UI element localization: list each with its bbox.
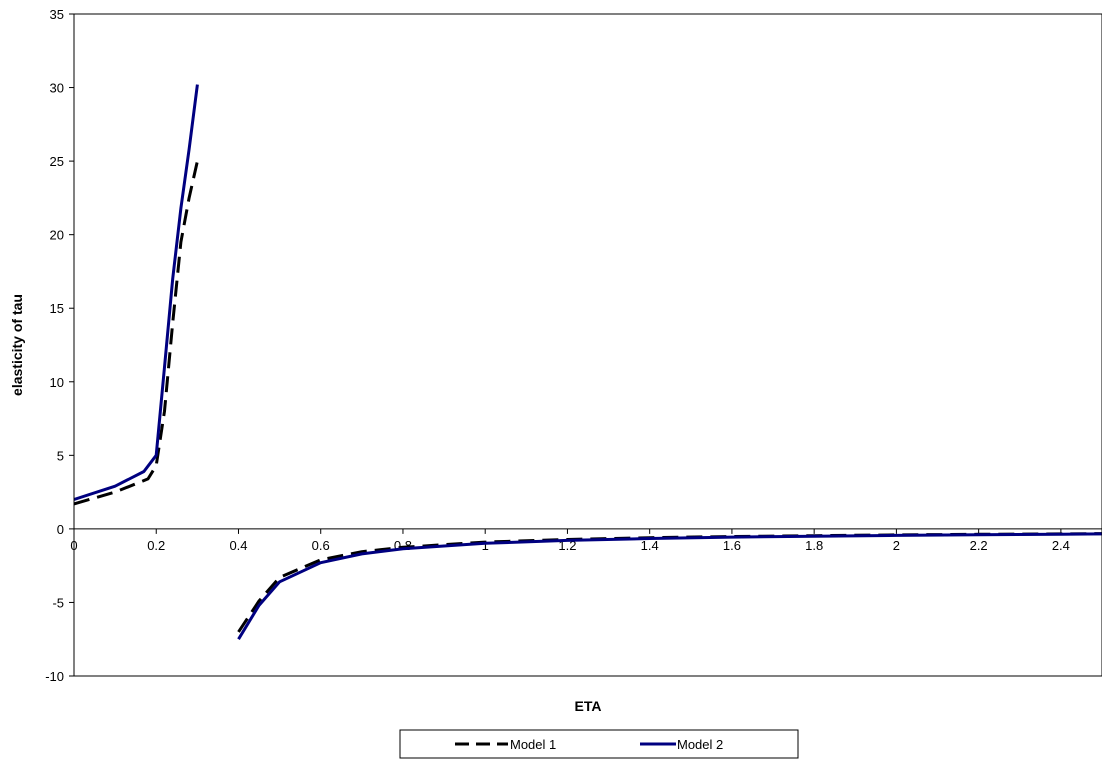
y-tick-label: -5 [52,595,64,610]
x-tick-label: 1.6 [723,538,741,553]
plot-border [73,13,1102,677]
x-tick-label: 1.4 [641,538,659,553]
x-tick-label: 2 [893,538,900,553]
y-tick-label: 25 [50,154,64,169]
x-tick-label: 1 [482,538,489,553]
y-tick-label: 35 [50,7,64,22]
x-tick-label: 0.4 [229,538,247,553]
y-tick-label: 10 [50,375,64,390]
y-tick-label: 15 [50,301,64,316]
legend: Model 1 Model 2 [399,729,799,759]
y-axis-title: elasticity of tau [9,294,25,396]
x-tick-label: 0.2 [147,538,165,553]
x-tick-label: 1.8 [805,538,823,553]
x-axis-title: ETA [575,698,602,714]
x-tick-label: 0.6 [312,538,330,553]
y-tick-label: -10 [45,669,64,684]
x-tick-label: 2.4 [1052,538,1070,553]
y-tick-label: 30 [50,81,64,96]
x-tick-label: 2.2 [970,538,988,553]
y-tick-label: 0 [57,522,64,537]
plot-area [74,14,1102,676]
series-line-model-2-segment-1 [73,84,199,501]
series-layer [73,84,1102,640]
series-line-model-2-segment-2 [237,532,1102,640]
legend-label-model-2: Model 2 [677,737,723,752]
y-axis-ticks: 35 30 25 20 15 10 5 0 -5 -10 [45,7,74,684]
y-tick-label: 5 [57,448,64,463]
y-tick-label: 20 [50,228,64,243]
legend-label-model-1: Model 1 [510,737,556,752]
series-line-model-1-segment-1 [73,160,199,506]
